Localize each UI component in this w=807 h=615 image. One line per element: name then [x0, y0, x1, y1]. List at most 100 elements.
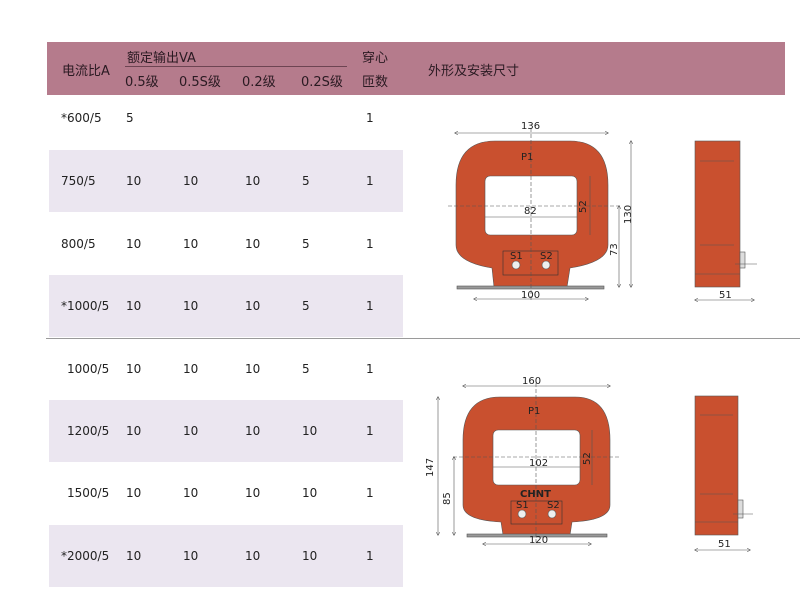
cell-c05s: 10	[183, 299, 199, 313]
header-divider	[125, 66, 347, 67]
cell-turns: 1	[366, 237, 374, 251]
table-row: *1000/5 10 10 10 5 1	[49, 275, 403, 337]
cell-c02: 10	[245, 549, 261, 563]
label-s1-2: S1	[516, 500, 529, 511]
cell-turns: 1	[366, 549, 374, 563]
ct-front-view-1	[448, 128, 631, 300]
cell-c05: 10	[126, 299, 142, 313]
cell-ratio: 750/5	[61, 174, 96, 188]
cell-c02: 10	[245, 424, 261, 438]
dim-window-w-2: 102	[529, 458, 548, 469]
cell-c05s: 10	[183, 424, 199, 438]
dim-height-1: 130	[623, 205, 634, 224]
header-class-0.5: 0.5级	[125, 75, 159, 90]
cell-c05s: 10	[183, 237, 199, 251]
cell-ratio: *600/5	[61, 111, 102, 125]
dim-width-2: 160	[522, 376, 541, 387]
table-row: 1200/5 10 10 10 10 1	[49, 400, 403, 462]
cell-c02: 10	[245, 174, 261, 188]
table-row: 1000/5 10 10 10 5 1	[49, 338, 403, 400]
table-row: *2000/5 10 10 10 10 1	[49, 525, 403, 587]
cell-c02s: 10	[302, 549, 318, 563]
label-p1-1: P1	[521, 152, 533, 163]
dim-window-h-1: 52	[578, 200, 589, 213]
label-s2-2: S2	[547, 500, 560, 511]
cell-ratio: 800/5	[61, 237, 96, 251]
cell-turns: 1	[366, 111, 374, 125]
terminal-screw-s1-2	[517, 509, 527, 519]
cell-c02: 10	[245, 299, 261, 313]
dim-height-2: 147	[425, 458, 436, 477]
base-plate-2	[466, 533, 608, 538]
base-plate-1	[456, 285, 605, 290]
header-turns-1: 穿心	[362, 51, 389, 66]
cell-c02s: 5	[302, 299, 310, 313]
ct-window-2	[492, 429, 581, 486]
cell-c05: 5	[126, 111, 134, 125]
cell-c02: 10	[245, 237, 261, 251]
cell-c05: 10	[126, 486, 142, 500]
cell-turns: 1	[366, 299, 374, 313]
cell-c05: 10	[126, 237, 142, 251]
header-rated-output: 额定输出VA	[127, 51, 196, 66]
cell-c02s: 5	[302, 237, 310, 251]
cell-c02: 10	[245, 486, 261, 500]
terminal-screw-s2	[541, 260, 551, 270]
cell-c05s: 10	[183, 362, 199, 376]
cell-turns: 1	[366, 174, 374, 188]
ct-side-view-1	[695, 140, 757, 300]
dim-depth-1: 51	[719, 290, 732, 301]
table-row: 800/5 10 10 10 5 1	[49, 213, 403, 275]
header-dimensions: 外形及安装尺寸	[428, 64, 520, 79]
dim-center-h-1: 73	[609, 243, 620, 256]
dim-base-1: 100	[521, 290, 540, 301]
cell-c02: 10	[245, 362, 261, 376]
cell-c02s: 10	[302, 424, 318, 438]
cell-c02s: 10	[302, 486, 318, 500]
dim-width-1: 136	[521, 121, 540, 132]
cell-turns: 1	[366, 362, 374, 376]
header-ratio: 电流比A	[62, 64, 110, 79]
ct-terminal-box-1	[502, 250, 559, 276]
table-row: *600/5 5 1	[49, 87, 403, 149]
dim-window-w-1: 82	[524, 206, 537, 217]
cell-ratio: *2000/5	[61, 549, 110, 563]
cell-c05s: 10	[183, 549, 199, 563]
dim-window-h-2: 52	[582, 452, 593, 465]
cell-ratio: *1000/5	[61, 299, 110, 313]
table-header: 电流比A 额定输出VA 0.5级 0.5S级 0.2级 0.2S级 穿心 匝数 …	[47, 42, 785, 95]
ct-terminal-box-2	[510, 500, 563, 525]
cell-c05: 10	[126, 424, 142, 438]
cell-turns: 1	[366, 424, 374, 438]
label-s1-1: S1	[510, 251, 523, 262]
cell-ratio: 1000/5	[67, 362, 110, 376]
header-class-0.2s: 0.2S级	[301, 75, 343, 90]
terminal-screw-s2-2	[547, 509, 557, 519]
cell-c05: 10	[126, 549, 142, 563]
header-turns-2: 匝数	[362, 75, 389, 90]
ct-side-view-2	[695, 395, 753, 550]
table-row: 750/5 10 10 10 5 1	[49, 150, 403, 212]
cell-ratio: 1500/5	[67, 486, 110, 500]
ct-front-view-2	[438, 383, 620, 545]
cell-turns: 1	[366, 486, 374, 500]
dim-base-2: 120	[529, 535, 548, 546]
group-separator	[46, 338, 800, 339]
header-class-0.2: 0.2级	[242, 75, 276, 90]
label-p1-2: P1	[528, 406, 540, 417]
dim-depth-2: 51	[718, 539, 731, 550]
header-class-0.5s: 0.5S级	[179, 75, 221, 90]
cell-c05: 10	[126, 174, 142, 188]
cell-ratio: 1200/5	[67, 424, 110, 438]
table-row: 1500/5 10 10 10 10 1	[49, 462, 403, 524]
cell-c05s: 10	[183, 486, 199, 500]
brand-logo-chnt: CHNT	[520, 489, 551, 500]
cell-c05: 10	[126, 362, 142, 376]
terminal-screw-s1	[511, 260, 521, 270]
cell-c02s: 5	[302, 174, 310, 188]
label-s2-1: S2	[540, 251, 553, 262]
cell-c02s: 5	[302, 362, 310, 376]
cell-c05s: 10	[183, 174, 199, 188]
dim-center-h-2: 85	[442, 492, 453, 505]
